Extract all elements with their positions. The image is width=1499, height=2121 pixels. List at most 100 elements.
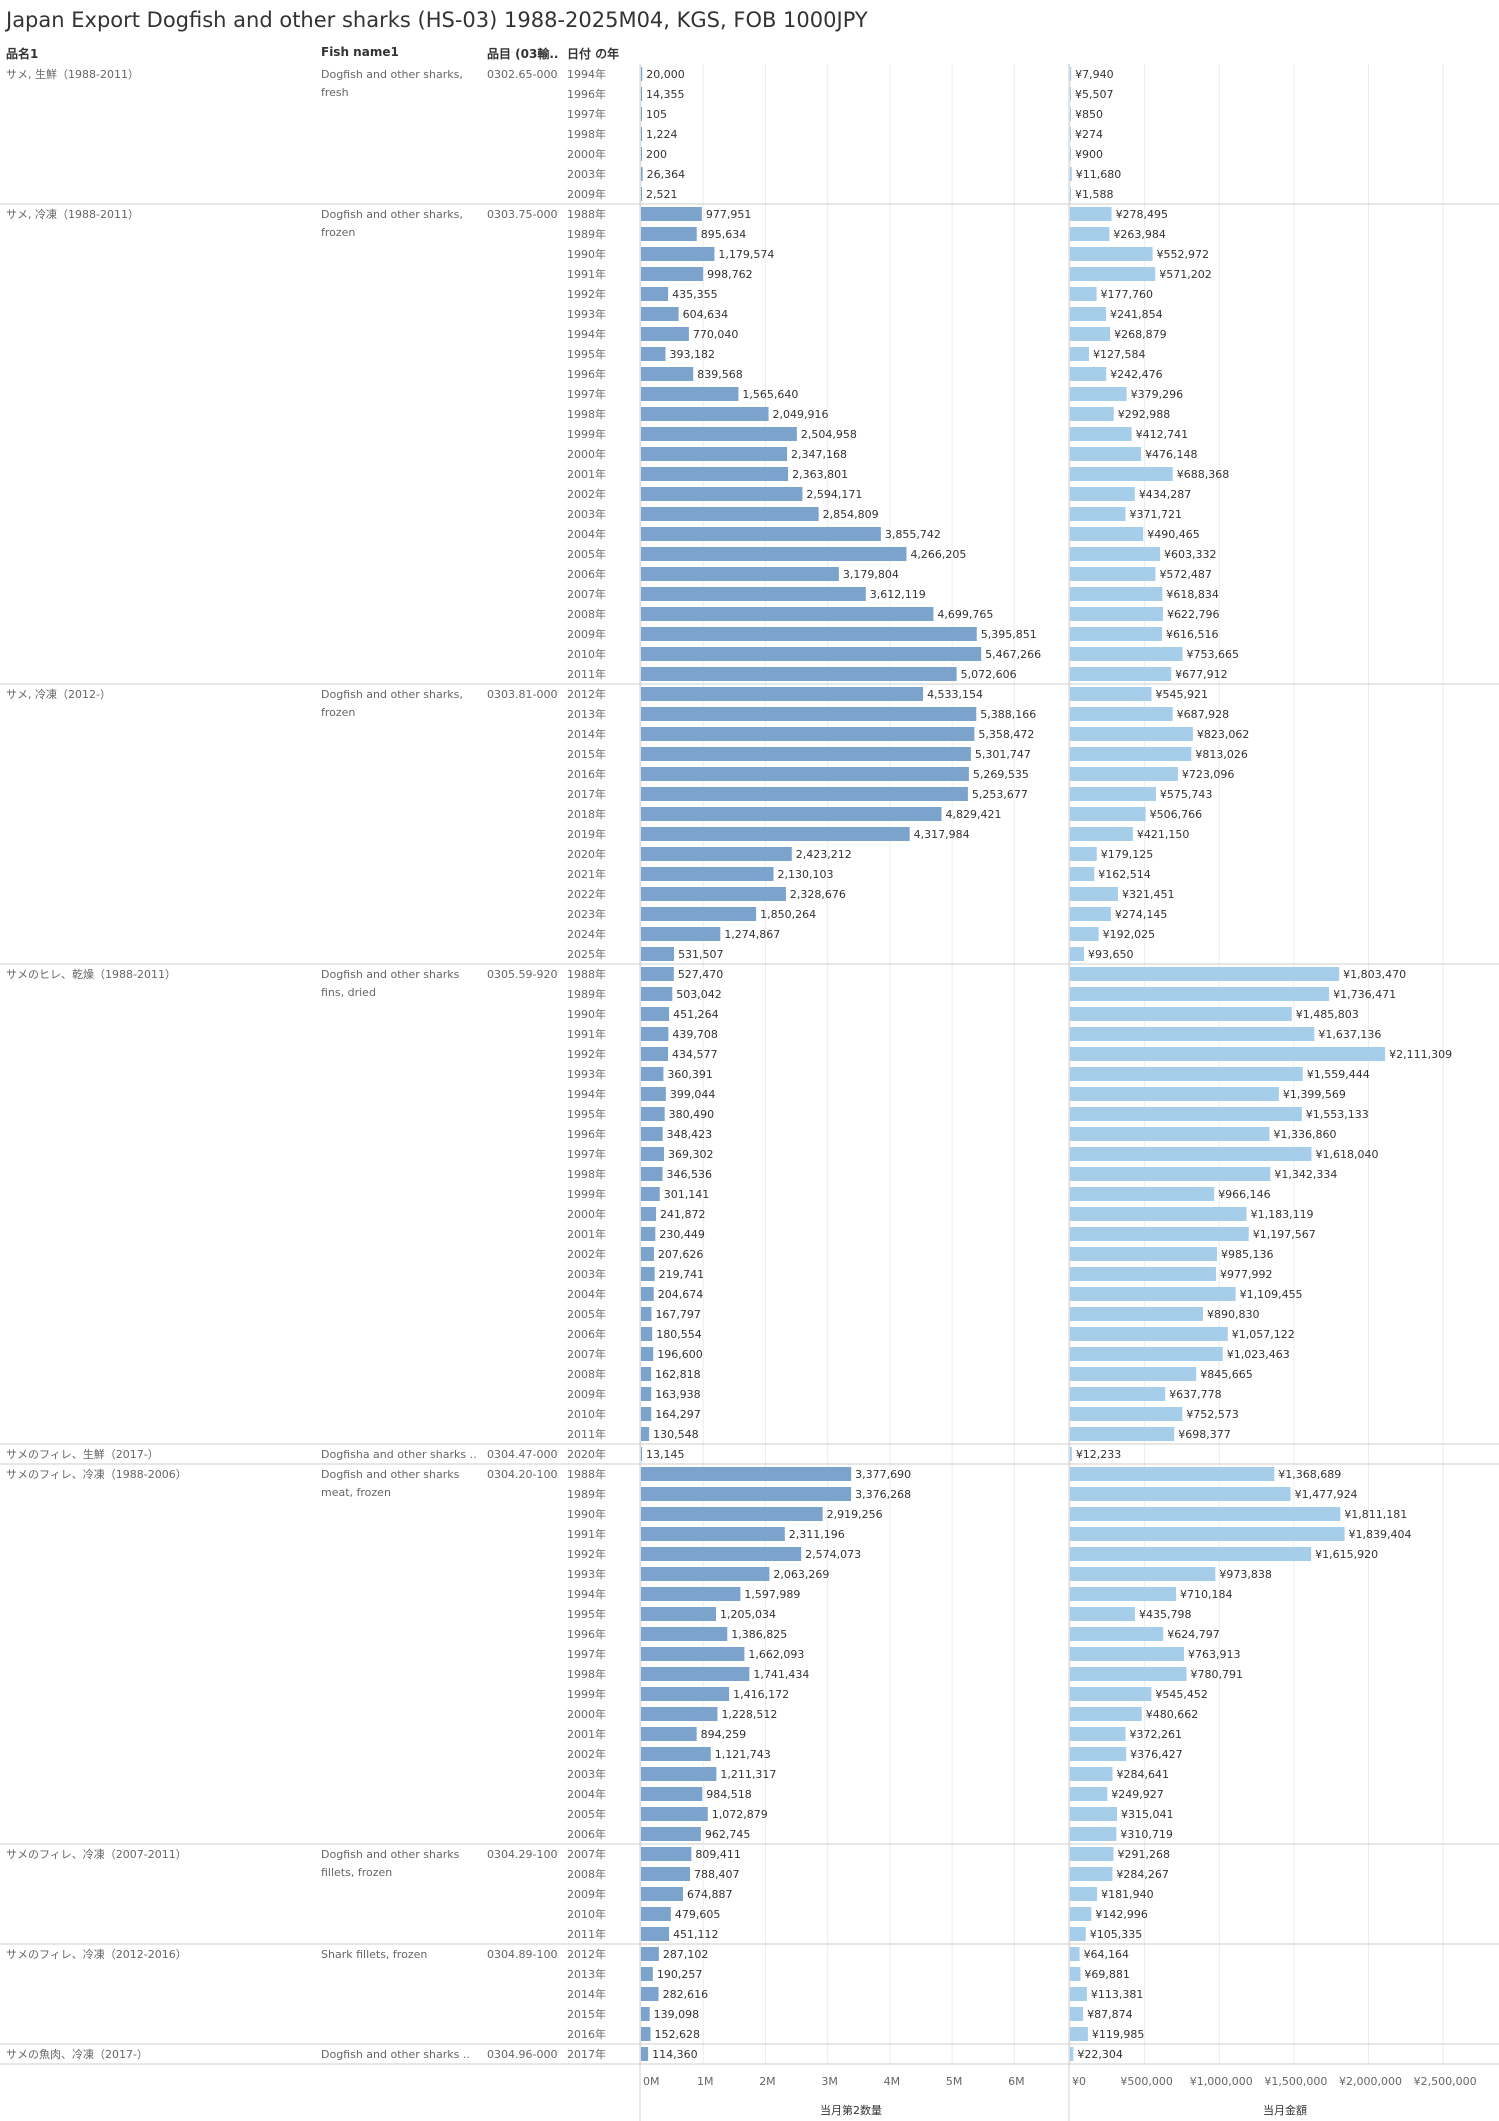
group-name-jp: サメのフィレ、生鮮（2017-） bbox=[6, 1447, 159, 1461]
qty-value-label: 2,574,073 bbox=[805, 1548, 861, 1561]
val-tick-label: ¥1,500,000 bbox=[1264, 2075, 1327, 2088]
header-fish-name[interactable]: Fish name1 bbox=[321, 45, 399, 59]
val-value-label: ¥1,588 bbox=[1075, 188, 1114, 201]
year-label: 2016年 bbox=[567, 767, 606, 781]
qty-value-label: 1,121,743 bbox=[715, 1748, 771, 1761]
qty-bar bbox=[641, 567, 839, 581]
year-label: 1990年 bbox=[567, 1507, 606, 1521]
val-bar bbox=[1070, 787, 1156, 801]
qty-value-label: 451,112 bbox=[673, 1928, 719, 1941]
val-value-label: ¥1,615,920 bbox=[1315, 1548, 1378, 1561]
qty-bar bbox=[641, 467, 789, 481]
qty-tick-label: 5M bbox=[946, 2075, 963, 2088]
group-code: 0304.96-000 bbox=[487, 2048, 557, 2061]
qty-value-label: 360,391 bbox=[667, 1068, 713, 1081]
year-label: 2017年 bbox=[567, 787, 606, 801]
val-bar bbox=[1070, 1347, 1223, 1361]
val-value-label: ¥412,741 bbox=[1136, 428, 1189, 441]
group-name-en: frozen bbox=[321, 226, 355, 239]
val-bar bbox=[1070, 507, 1126, 521]
qty-value-label: 531,507 bbox=[678, 948, 724, 961]
qty-value-label: 1,211,317 bbox=[720, 1768, 776, 1781]
qty-value-label: 282,616 bbox=[663, 1988, 709, 2001]
val-value-label: ¥192,025 bbox=[1103, 928, 1156, 941]
val-bar bbox=[1070, 1287, 1236, 1301]
year-label: 2017年 bbox=[567, 2047, 606, 2061]
qty-value-label: 4,317,984 bbox=[914, 828, 970, 841]
qty-value-label: 348,423 bbox=[667, 1128, 713, 1141]
header-year[interactable]: 日付 の年 bbox=[567, 47, 620, 61]
val-bar bbox=[1070, 547, 1161, 561]
qty-bar bbox=[641, 1527, 785, 1541]
val-bar bbox=[1070, 1007, 1292, 1021]
val-value-label: ¥162,514 bbox=[1098, 868, 1151, 881]
val-bar bbox=[1070, 947, 1084, 961]
qty-value-label: 1,274,867 bbox=[724, 928, 780, 941]
qty-bar bbox=[641, 407, 769, 421]
qty-bar bbox=[641, 1727, 697, 1741]
val-value-label: ¥371,721 bbox=[1129, 508, 1182, 521]
qty-value-label: 1,416,172 bbox=[733, 1688, 789, 1701]
qty-bar bbox=[641, 1227, 656, 1241]
val-bar bbox=[1070, 1787, 1108, 1801]
group-name-en: Dogfish and other sharks bbox=[321, 1848, 460, 1861]
val-value-label: ¥87,874 bbox=[1087, 2008, 1133, 2021]
qty-value-label: 4,533,154 bbox=[927, 688, 983, 701]
val-bar bbox=[1070, 207, 1112, 221]
group-name-en: Dogfish and other sharks .. bbox=[321, 2048, 470, 2061]
qty-value-label: 5,358,472 bbox=[978, 728, 1034, 741]
qty-value-label: 2,328,676 bbox=[790, 888, 846, 901]
group-name-en: Dogfish and other sharks bbox=[321, 968, 460, 981]
val-value-label: ¥575,743 bbox=[1160, 788, 1213, 801]
qty-bar bbox=[641, 1987, 659, 2001]
qty-tick-label: 6M bbox=[1008, 2075, 1025, 2088]
val-bar bbox=[1070, 1807, 1118, 1821]
val-value-label: ¥780,791 bbox=[1191, 1668, 1244, 1681]
year-label: 2005年 bbox=[567, 1307, 606, 1321]
year-label: 1992年 bbox=[567, 1547, 606, 1561]
qty-bar bbox=[641, 307, 679, 321]
qty-bar bbox=[641, 1847, 692, 1861]
group-code: 0304.89-100 bbox=[487, 1948, 557, 1961]
qty-bar bbox=[641, 807, 942, 821]
header-item-code[interactable]: 品目 (03輸.. bbox=[487, 47, 559, 61]
qty-bar bbox=[641, 1627, 728, 1641]
group-name-en: fresh bbox=[321, 86, 349, 99]
year-label: 1990年 bbox=[567, 247, 606, 261]
val-value-label: ¥1,399,569 bbox=[1283, 1088, 1346, 1101]
val-value-label: ¥506,766 bbox=[1150, 808, 1203, 821]
group-code: 0305.59-920 bbox=[487, 968, 557, 981]
qty-bar bbox=[641, 1587, 741, 1601]
val-bar bbox=[1070, 687, 1152, 701]
qty-value-label: 5,072,606 bbox=[961, 668, 1017, 681]
qty-value-label: 4,699,765 bbox=[937, 608, 993, 621]
qty-value-label: 2,521 bbox=[646, 188, 678, 201]
year-label: 1999年 bbox=[567, 1687, 606, 1701]
val-bar bbox=[1070, 1987, 1087, 2001]
qty-bar bbox=[641, 1807, 708, 1821]
year-label: 2024年 bbox=[567, 927, 606, 941]
qty-value-label: 434,577 bbox=[672, 1048, 718, 1061]
year-label: 2013年 bbox=[567, 707, 606, 721]
qty-bar bbox=[641, 707, 977, 721]
val-bar bbox=[1070, 747, 1192, 761]
year-label: 2003年 bbox=[567, 1267, 606, 1281]
year-label: 2001年 bbox=[567, 467, 606, 481]
qty-bar bbox=[641, 887, 786, 901]
year-label: 2015年 bbox=[567, 747, 606, 761]
header-product-name-jp[interactable]: 品名1 bbox=[6, 47, 39, 61]
qty-bar bbox=[641, 1367, 652, 1381]
group-name-jp: サメ, 冷凍（2012-） bbox=[6, 688, 111, 701]
qty-tick-label: 1M bbox=[697, 2075, 714, 2088]
year-label: 1991年 bbox=[567, 1027, 606, 1041]
year-label: 2000年 bbox=[567, 147, 606, 161]
qty-bar bbox=[641, 287, 669, 301]
qty-bar bbox=[641, 1307, 652, 1321]
val-bar bbox=[1070, 1447, 1072, 1461]
val-value-label: ¥435,798 bbox=[1139, 1608, 1192, 1621]
qty-bar bbox=[641, 127, 642, 141]
val-value-label: ¥677,912 bbox=[1175, 668, 1228, 681]
qty-value-label: 2,919,256 bbox=[827, 1508, 883, 1521]
qty-value-label: 4,266,205 bbox=[910, 548, 966, 561]
val-bar bbox=[1070, 1687, 1152, 1701]
